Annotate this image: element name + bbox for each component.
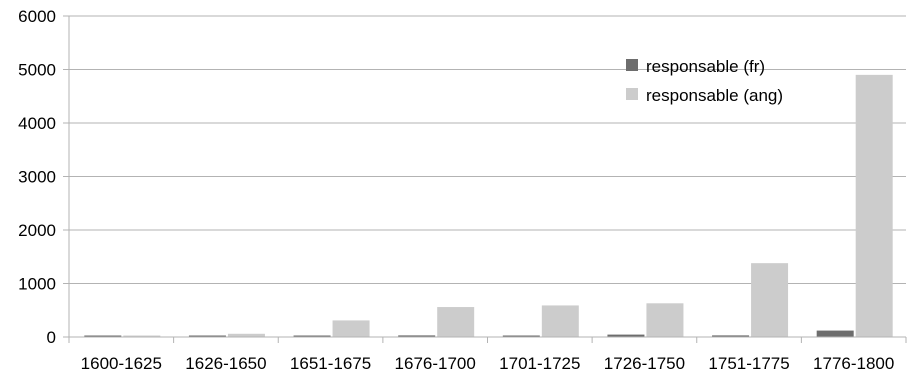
bar-ang-1726-1750 xyxy=(646,303,684,337)
x-tick-label: 1626-1650 xyxy=(185,354,266,373)
bar-ang-1751-1775 xyxy=(751,263,789,337)
y-tick-label: 1000 xyxy=(18,275,56,294)
legend-label-ang: responsable (ang) xyxy=(646,86,783,105)
bar-ang-1626-1650 xyxy=(227,333,265,337)
bar-ang-1701-1725 xyxy=(541,305,579,337)
bar-ang-1676-1700 xyxy=(437,307,475,337)
bar-ang-1651-1675 xyxy=(332,320,370,337)
legend-swatch-ang xyxy=(626,88,638,100)
legend: responsable (fr) responsable (ang) xyxy=(626,57,783,105)
bar-fr-1600-1625 xyxy=(84,335,122,337)
bars xyxy=(84,74,893,337)
y-tick-label: 0 xyxy=(47,328,56,347)
legend-swatch-fr xyxy=(626,59,638,71)
x-tick-label: 1676-1700 xyxy=(395,354,476,373)
x-tick-label: 1701-1725 xyxy=(499,354,580,373)
x-tick-label: 1651-1675 xyxy=(290,354,371,373)
bar-fr-1676-1700 xyxy=(398,335,436,337)
y-tick-label: 5000 xyxy=(18,61,56,80)
y-tick-label: 3000 xyxy=(18,168,56,187)
x-tick-label: 1726-1750 xyxy=(604,354,685,373)
bar-fr-1751-1775 xyxy=(712,335,750,337)
gridlines xyxy=(63,15,906,338)
bar-ang-1600-1625 xyxy=(123,335,161,337)
bar-fr-1776-1800 xyxy=(816,330,854,337)
bar-fr-1651-1675 xyxy=(293,335,331,337)
x-tick-label: 1600-1625 xyxy=(81,354,162,373)
y-tick-label: 6000 xyxy=(18,7,56,26)
bar-fr-1626-1650 xyxy=(188,335,226,337)
bar-fr-1701-1725 xyxy=(502,335,540,337)
axes: 0 1000 2000 3000 4000 5000 6000 1600-1625 1626-1… xyxy=(18,7,907,373)
x-tick-label: 1751-1775 xyxy=(708,354,789,373)
bar-ang-1776-1800 xyxy=(855,74,893,337)
bar-fr-1726-1750 xyxy=(607,334,645,337)
y-tick-label: 2000 xyxy=(18,221,56,240)
y-tick-label: 4000 xyxy=(18,114,56,133)
x-tick-label: 1776-1800 xyxy=(813,354,894,373)
legend-label-fr: responsable (fr) xyxy=(646,57,765,76)
